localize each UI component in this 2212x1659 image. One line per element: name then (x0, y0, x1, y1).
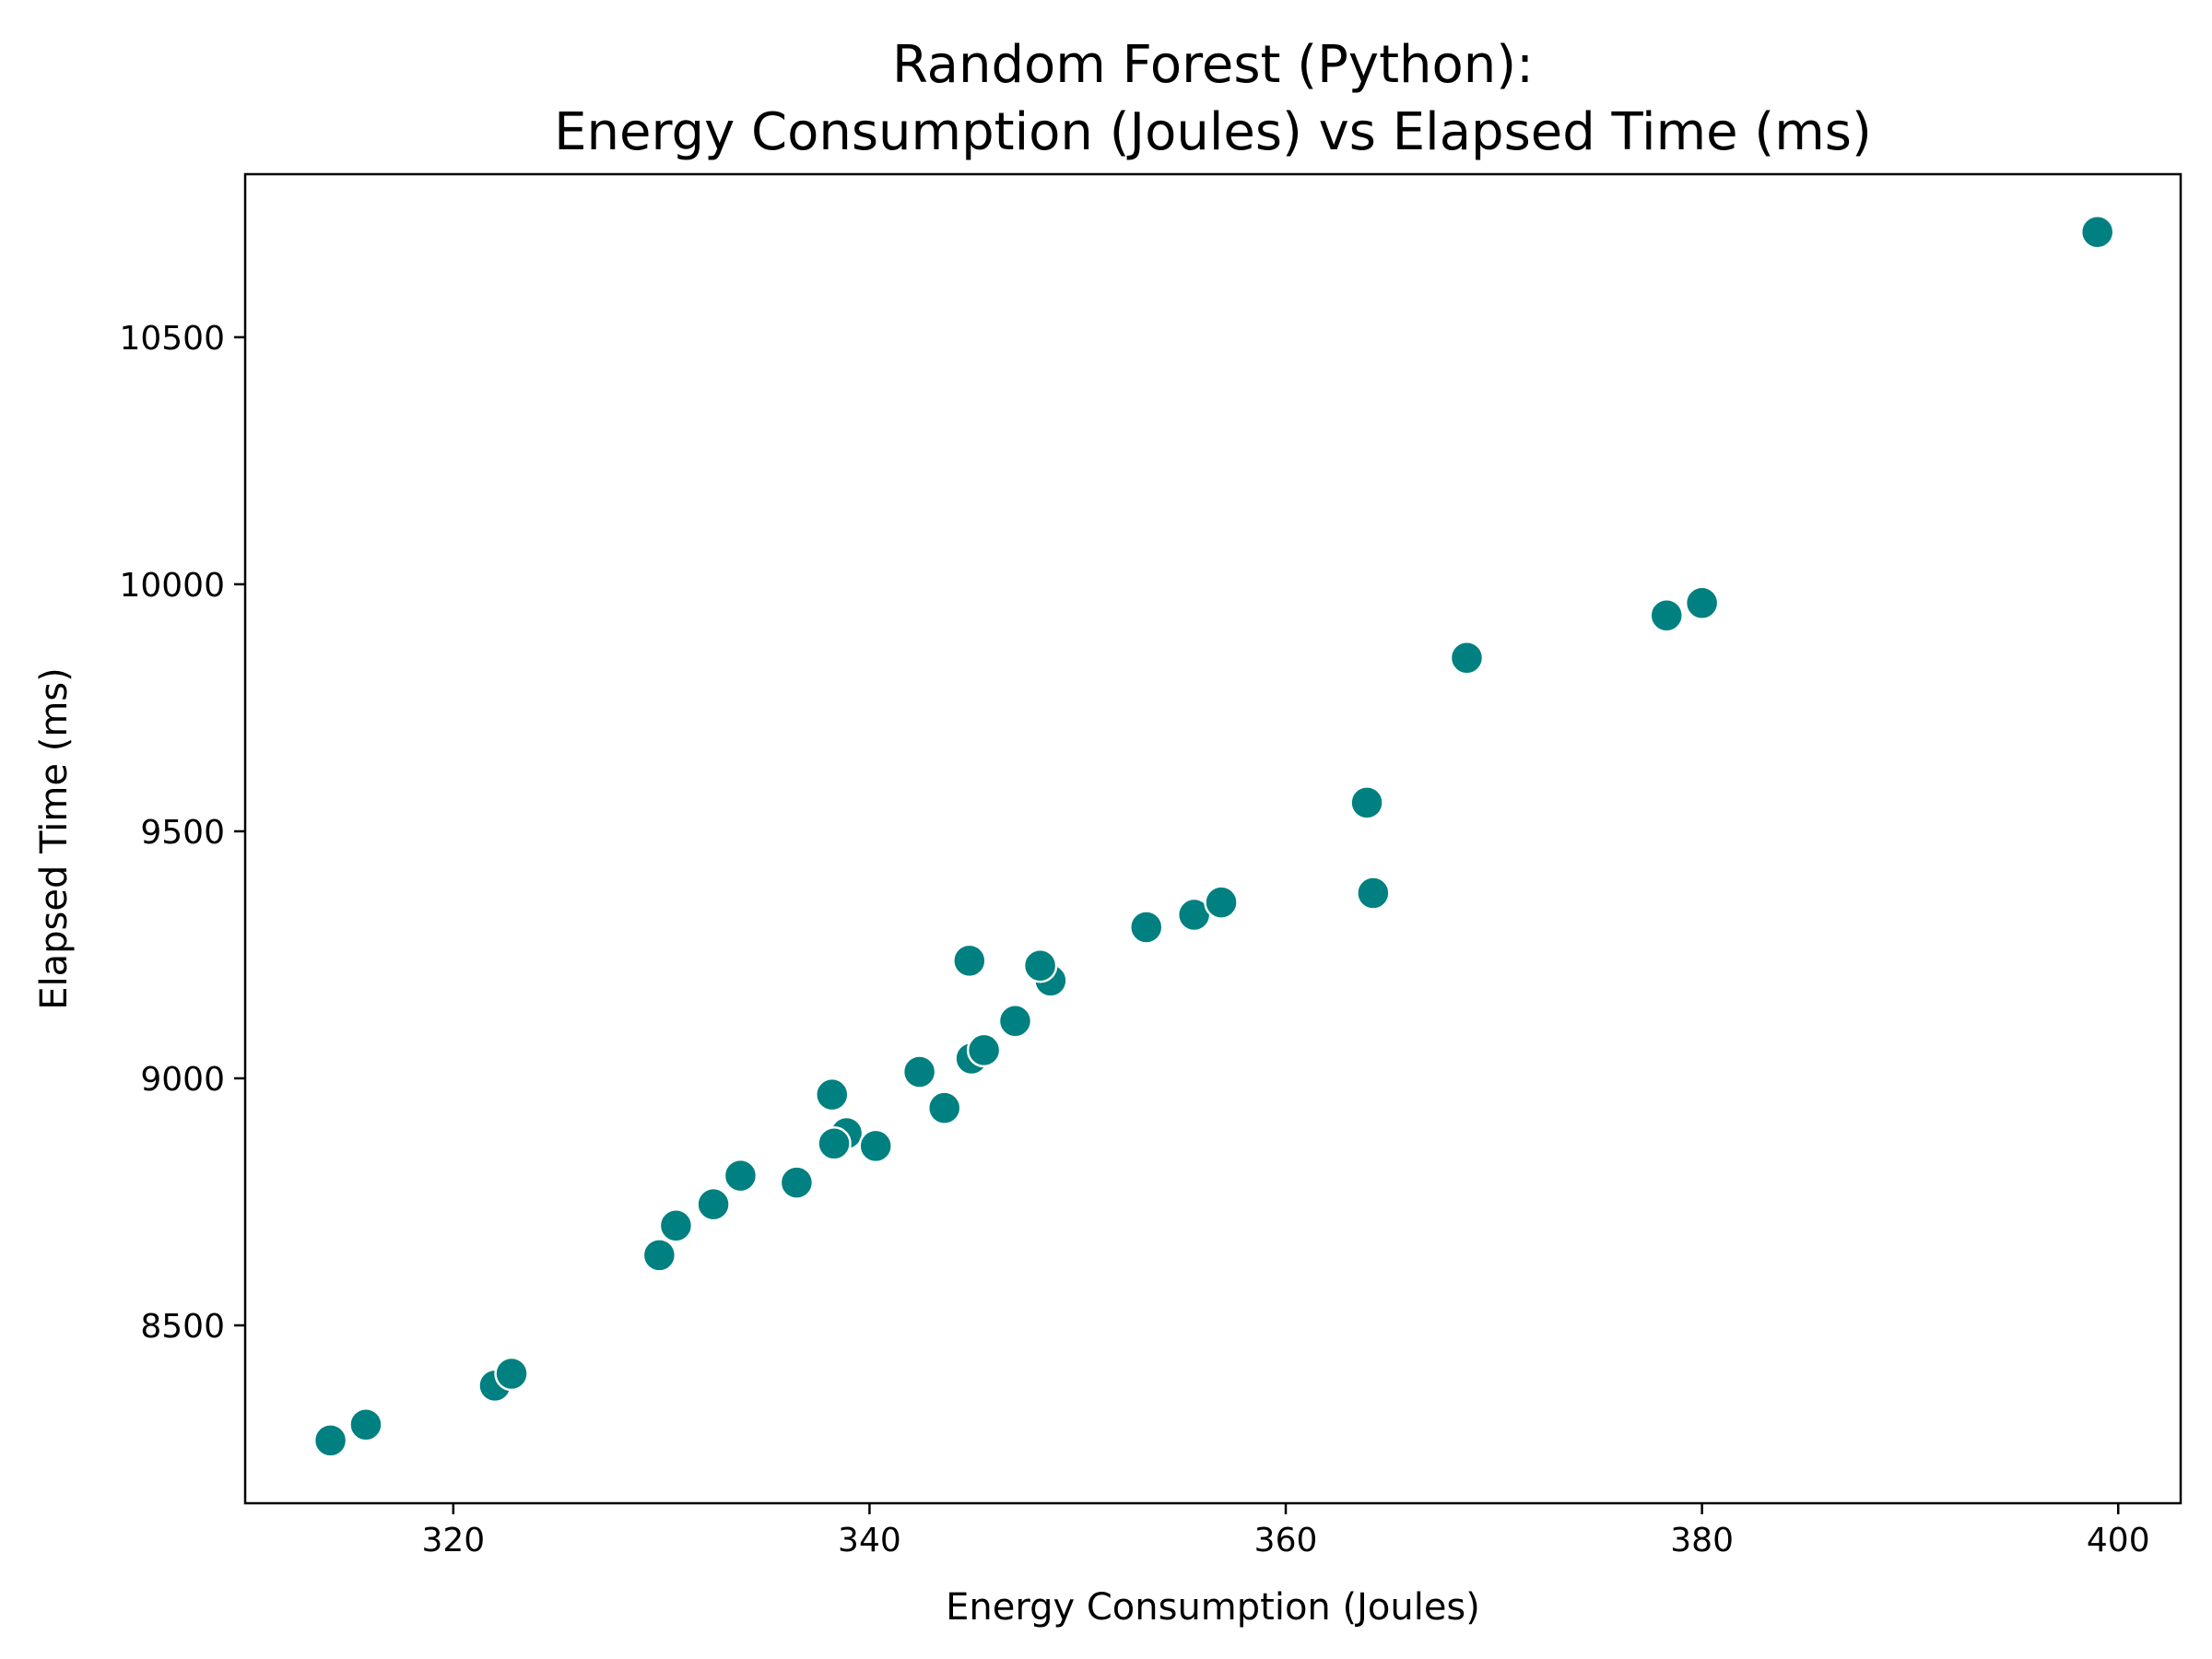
x-tick-label: 400 (2087, 1522, 2150, 1559)
data-point (1204, 885, 1239, 920)
x-tick-label: 380 (1670, 1522, 1734, 1559)
x-tick-label: 320 (421, 1522, 485, 1559)
data-points (312, 214, 2115, 1458)
y-tick-label: 10000 (119, 567, 225, 605)
y-tick-label: 10500 (119, 320, 225, 358)
data-point (815, 1077, 850, 1112)
data-point (696, 1186, 731, 1222)
data-point (1349, 785, 1384, 820)
chart-title-line-2: Energy Consumption (Joules) vs Elapsed T… (554, 102, 1872, 162)
data-point (779, 1165, 815, 1200)
y-tick-label: 8500 (140, 1308, 225, 1346)
data-point (1356, 876, 1391, 911)
data-point (658, 1207, 694, 1243)
data-point (858, 1128, 893, 1164)
data-point (1128, 910, 1164, 945)
data-point (1684, 585, 1720, 621)
x-tick-label: 340 (838, 1522, 901, 1559)
data-point (641, 1238, 677, 1273)
y-tick-label: 9500 (140, 814, 225, 852)
x-tick-label: 360 (1254, 1522, 1318, 1559)
data-point (1022, 948, 1058, 983)
data-point (966, 1032, 1002, 1068)
data-point (1449, 641, 1485, 676)
data-point (312, 1423, 348, 1458)
y-tick-label: 9000 (140, 1061, 225, 1099)
y-axis: 8500 9000 9500 10000 10500 (119, 320, 245, 1346)
data-point (494, 1356, 529, 1392)
x-axis-label: Energy Consumption (Joules) (946, 1586, 1480, 1629)
data-point (952, 943, 987, 979)
chart-title-line-1: Random Forest (Python): (892, 35, 1534, 95)
data-point (1649, 597, 1685, 633)
data-point (348, 1407, 383, 1442)
x-axis: 320 340 360 380 400 (421, 1503, 2150, 1559)
data-point (817, 1125, 852, 1161)
plot-area-frame (243, 172, 2183, 1505)
data-point (997, 1004, 1033, 1039)
data-point (2079, 214, 2115, 250)
y-axis-label: Elapsed Time (ms) (33, 667, 76, 1009)
data-point (723, 1158, 759, 1194)
data-point (901, 1054, 937, 1089)
data-point (926, 1090, 962, 1125)
